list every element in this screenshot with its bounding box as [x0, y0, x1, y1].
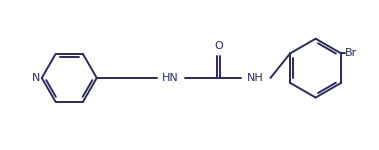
Text: NH: NH — [247, 73, 264, 83]
Text: O: O — [215, 41, 223, 51]
Text: N: N — [31, 73, 40, 83]
Text: Br: Br — [345, 48, 357, 58]
Text: HN: HN — [162, 73, 179, 83]
